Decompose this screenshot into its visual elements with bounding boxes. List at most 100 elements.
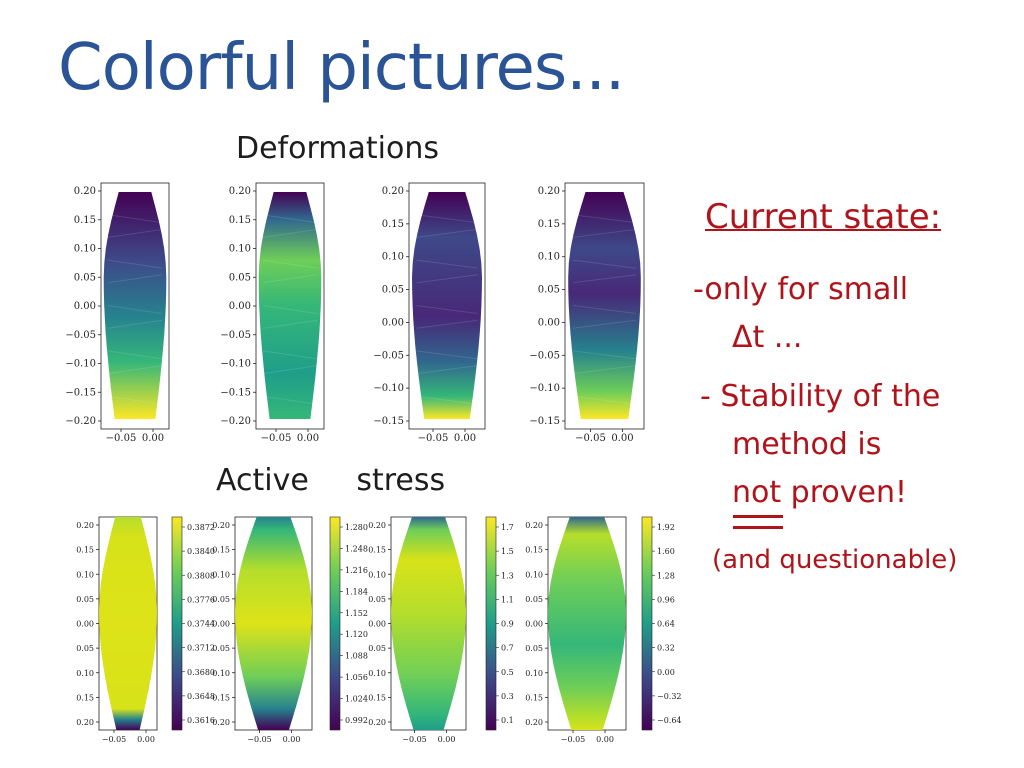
y-tick-label: 0.05 [525,595,543,604]
deformed-mesh [568,192,641,419]
y-tick-label: −0.10 [65,359,96,370]
note-line-2c: not proven! [732,475,907,510]
y-tick-label: −0.10 [220,359,251,370]
deformation-frame [408,182,486,430]
y-tick-label: 0.20 [538,186,560,197]
colorbar-label: 0.32 [657,644,675,653]
deformation-frame [564,182,645,430]
y-tick-label: 0.20 [229,186,251,197]
stress-field [391,517,466,730]
mesh-edge [416,365,478,375]
y-tick-label: 0.15 [229,215,251,226]
y-tick-label: 0.20 [76,521,94,530]
y-tick-label: 0.05 [229,272,251,283]
mesh-edge [262,305,318,314]
y-tick-label: 0.20 [525,718,543,727]
deformed-mesh [412,192,482,419]
y-tick-label: 0.10 [368,570,386,579]
y-tick-label: 0.15 [76,546,94,555]
x-tick-label: 0.00 [142,433,164,444]
mesh-edge [572,214,637,224]
y-tick-label: 0.00 [74,301,96,312]
y-tick-label: −0.15 [220,387,251,398]
mesh-edge [416,259,478,269]
colorbar-label: 1.216 [345,566,368,575]
y-tick-label: 0.10 [538,252,560,263]
y-tick-label: 0.05 [212,595,230,604]
stress-panel-4: 0.20 0.15 0.10 0.05 0.00 0.05 0.10 0.15 0.20 −0.0… [525,516,682,744]
y-tick-label: 0.10 [212,669,230,678]
colorbar-label: 0.992 [345,716,368,725]
stress-panel-2: 0.20 0.15 0.10 0.05 0.00 0.05 0.10 0.15 0.20 −0.0… [212,516,368,744]
mesh-edge [107,305,163,314]
colorbar-label: 0.3872 [187,523,215,532]
mesh-edge [107,395,163,405]
y-tick-label: 0.10 [76,669,94,678]
colorbar-label: 0.3648 [187,692,215,701]
mesh-edge [572,395,637,405]
y-tick-label: 0.10 [76,570,94,579]
colorbar-label: 1.056 [345,673,368,682]
colorbar-label: 0.00 [657,668,675,677]
colorbar-label: 1.1 [501,595,514,604]
mesh-edge [107,274,163,284]
x-tick-label: −0.05 [102,735,127,744]
y-tick-label: 0.20 [212,521,230,530]
y-tick-label: 0.00 [538,317,560,328]
x-tick-label: 0.00 [283,735,301,744]
colorbar-label: 0.3776 [187,595,215,604]
colorbar-label: 1.152 [345,609,368,618]
y-tick-label: 0.05 [368,595,386,604]
x-tick-label: −0.05 [261,433,292,444]
mesh-edge [572,365,637,375]
x-tick-label: −0.05 [402,735,427,744]
colorbar-label: 1.088 [345,652,368,661]
colorbar-label: 1.184 [345,587,368,596]
mesh-edge [262,350,318,360]
mesh-edge [416,319,478,329]
colorbar [171,516,183,731]
stress-panel-1: 0.20 0.15 0.10 0.05 0.00 0.05 0.10 0.15 0.20 −0.0… [76,516,215,744]
y-tick-label: −0.15 [373,416,404,427]
y-tick-label: 0.20 [382,186,404,197]
mesh-edge [262,274,318,284]
y-tick-label: −0.20 [220,416,251,427]
y-tick-label: 0.00 [212,620,230,629]
colorbar-label: 0.96 [657,595,675,604]
colorbar-label: 1.28 [657,571,675,580]
y-tick-label: −0.15 [529,416,560,427]
deformations-label: Deformations [236,131,439,166]
y-tick-label: 0.15 [212,546,230,555]
x-tick-label: 0.00 [438,735,456,744]
deformed-mesh [103,192,167,419]
stress-field [99,517,157,730]
y-tick-label: 0.15 [368,693,386,702]
double-underline [733,515,783,529]
mesh-edge [572,228,637,238]
deformed-mesh [258,192,322,419]
y-tick-label: 0.15 [525,546,543,555]
y-tick-label: 0.20 [212,718,230,727]
colorbar-label: 1.92 [657,523,675,532]
y-tick-label: 0.20 [74,186,96,197]
mesh-edge [262,365,318,375]
y-tick-label: 0.00 [368,620,386,629]
y-tick-label: 0.10 [74,244,96,255]
deformation-panel-2: 0.20 0.15 0.10 0.05 0.00 −0.05 −0.10 −0.15 −0.20… [220,182,325,444]
mesh-edge [416,305,478,314]
mesh-edge [262,214,318,224]
y-tick-label: 0.00 [76,620,94,629]
deformation-panel-4: 0.20 0.15 0.10 0.05 0.00 −0.05 −0.10 −0.15 −0.05… [529,182,645,444]
mesh-edge [416,228,478,238]
y-tick-label: 0.20 [368,521,386,530]
y-tick-label: 0.15 [538,219,560,230]
x-tick-label: 0.00 [611,433,633,444]
colorbar [329,516,341,731]
y-tick-label: 0.15 [525,693,543,702]
x-tick-label: 0.00 [454,433,476,444]
note-line-2a: - Stability of the [700,379,941,414]
colorbar-label: 0.5 [501,668,514,677]
mesh-edge [572,319,637,329]
y-tick-label: −0.20 [65,416,96,427]
